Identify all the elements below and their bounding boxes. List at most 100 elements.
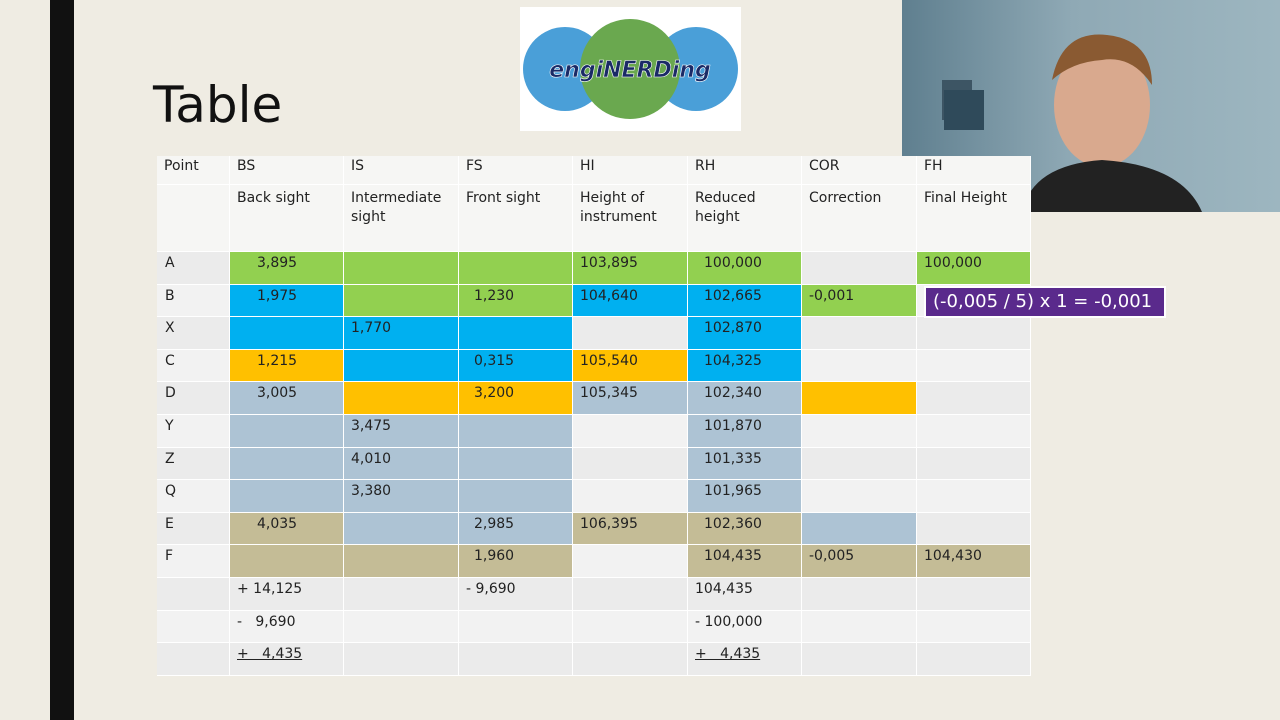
table-cell: COR [802, 156, 917, 185]
table-cell: Height of instrument [573, 185, 688, 252]
table-cell: 102,870 [688, 317, 802, 350]
table-cell: B [157, 284, 230, 318]
table-cell: 4,035 [230, 512, 344, 546]
table-cell: A [157, 252, 230, 285]
table-cell: 3,200 [459, 382, 573, 415]
table-cell [573, 415, 688, 448]
table-cell [344, 284, 459, 318]
table-cell [573, 610, 688, 644]
face [1054, 43, 1150, 167]
table-cell [344, 643, 459, 676]
table-cell: 101,335 [688, 447, 802, 481]
table-cell: RH [688, 156, 802, 185]
table-cell: 1,215 [230, 349, 344, 383]
table-cell: FH [917, 156, 1031, 185]
table-cell: 3,005 [230, 382, 344, 415]
logo-globe [580, 19, 680, 119]
table-cell [573, 545, 688, 578]
table-cell: 102,360 [688, 512, 802, 546]
table-cell [573, 643, 688, 676]
table-cell: IS [344, 156, 459, 185]
table-cell [230, 545, 344, 578]
table-cell [344, 545, 459, 578]
table-cell [917, 512, 1031, 546]
table-cell [917, 415, 1031, 448]
table-cell: Front sight [459, 185, 573, 252]
table-cell: 100,000 [917, 252, 1031, 285]
table-cell: Q [157, 480, 230, 513]
table-cell: 105,345 [573, 382, 688, 415]
table-cell: 104,640 [573, 284, 688, 318]
table-cell [573, 480, 688, 513]
table-cell: Back sight [230, 185, 344, 252]
table-cell [917, 480, 1031, 513]
table-cell [802, 317, 917, 350]
table-cell [157, 578, 230, 611]
table-cell: Intermediate sight [344, 185, 459, 252]
table-cell [230, 317, 344, 350]
table-cell: 1,960 [459, 545, 573, 578]
table-cell [459, 480, 573, 513]
table-cell [802, 349, 917, 383]
webcam-image [942, 34, 1202, 212]
table-cell [230, 447, 344, 481]
table-cell [802, 643, 917, 676]
table-cell [802, 610, 917, 644]
table-cell [917, 578, 1031, 611]
table-cell: FS [459, 156, 573, 185]
table-cell [802, 252, 917, 285]
table-cell: 105,540 [573, 349, 688, 383]
table-cell: C [157, 349, 230, 383]
table-cell: 3,895 [230, 252, 344, 285]
table-cell [573, 578, 688, 611]
table-cell: 3,380 [344, 480, 459, 513]
table-cell: 101,870 [688, 415, 802, 448]
table-cell [230, 480, 344, 513]
table-cell: + 4,435 [688, 643, 802, 676]
table-cell [802, 578, 917, 611]
table-cell [802, 382, 917, 415]
table-cell: 2,985 [459, 512, 573, 546]
annotation: (-0,005 / 5) x 1 = -0,001 [924, 286, 1166, 318]
table-cell: -0,005 [802, 545, 917, 578]
table-cell [344, 252, 459, 285]
table-cell: Reduced height [688, 185, 802, 252]
table-cell [459, 447, 573, 481]
table-cell [459, 610, 573, 644]
table-cell: 102,340 [688, 382, 802, 415]
table-cell [802, 480, 917, 513]
table-cell [917, 610, 1031, 644]
table-cell [344, 349, 459, 383]
table-cell [917, 317, 1031, 350]
table-cell: BS [230, 156, 344, 185]
table-cell: - 9,690 [459, 578, 573, 611]
table-cell [344, 610, 459, 644]
frame [944, 90, 984, 130]
table-cell [802, 415, 917, 448]
table-cell: Final Height [917, 185, 1031, 252]
table-cell: 104,430 [917, 545, 1031, 578]
table-cell: -0,001 [802, 284, 917, 318]
table-cell: 103,895 [573, 252, 688, 285]
table-cell [344, 578, 459, 611]
hair [1052, 34, 1152, 85]
table-cell: 106,395 [573, 512, 688, 546]
table-cell: Correction [802, 185, 917, 252]
table-cell: + 4,435 [230, 643, 344, 676]
table-cell [802, 512, 917, 546]
table-cell [157, 610, 230, 644]
table-cell [459, 643, 573, 676]
table-cell: D [157, 382, 230, 415]
table-cell: 4,010 [344, 447, 459, 481]
table-cell: 1,230 [459, 284, 573, 318]
table-cell [459, 415, 573, 448]
table-cell: E [157, 512, 230, 546]
logo: engiNERDing [520, 7, 741, 131]
table-cell [917, 382, 1031, 415]
table-cell: + 14,125 [230, 578, 344, 611]
shirt [1022, 160, 1202, 212]
table-cell: X [157, 317, 230, 350]
table-cell: 101,965 [688, 480, 802, 513]
table-cell: - 9,690 [230, 610, 344, 644]
